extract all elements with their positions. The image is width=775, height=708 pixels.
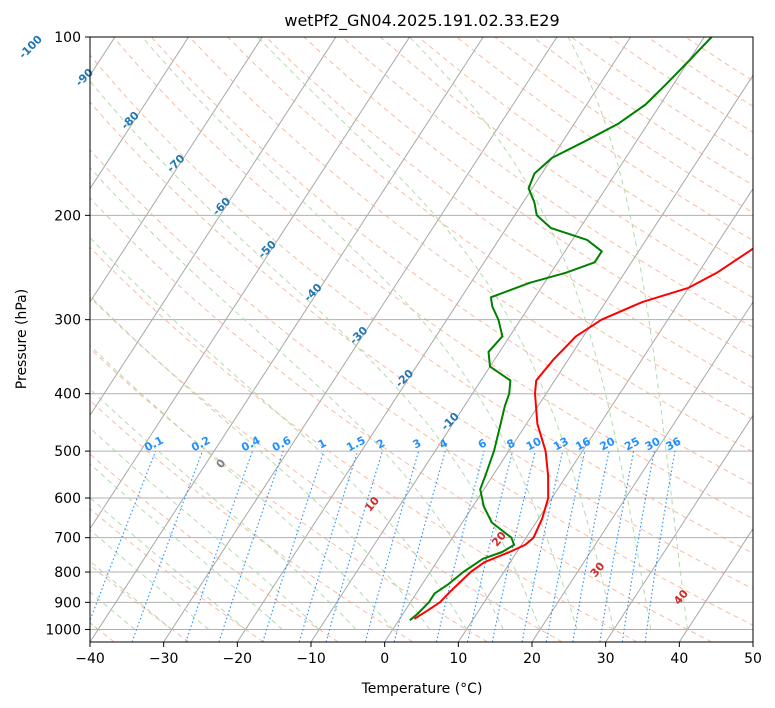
mixing-ratio-line: [435, 450, 485, 642]
dry-adiabat: [90, 399, 414, 642]
moist-adiabat: [90, 496, 246, 630]
isotherm-gridline: [90, 37, 190, 190]
isotherm-gridline: [457, 187, 753, 642]
mixing-ratio-label: 30: [643, 435, 663, 454]
isotherm-gridline: [384, 74, 753, 642]
dry-adiabat: [90, 197, 712, 642]
y-tick-label: 500: [54, 444, 81, 460]
moist-adiabat: [90, 529, 209, 630]
mixing-ratio-line: [364, 450, 420, 642]
isotherm-gridline: [752, 641, 753, 642]
mixing-ratio-label: 16: [573, 435, 593, 454]
mixing-ratio-line: [393, 450, 446, 642]
mixing-ratio-line: [185, 450, 254, 642]
y-axis-ticks: 100 200 300 400 500 600 700 800 900 1000: [45, 30, 90, 638]
dewpoint-profile-line: [409, 37, 713, 622]
temperature-profile-line: [413, 247, 753, 620]
mixing-ratio-line: [131, 450, 204, 642]
x-tick-label: 40: [670, 651, 688, 667]
isotherm-gridline: [605, 414, 753, 642]
y-tick-label: 200: [54, 208, 81, 224]
dry-adiabat: [90, 149, 753, 626]
moist-adiabat: [90, 560, 173, 630]
dry-adiabat: [189, 37, 753, 453]
isotherm-gridline: [163, 37, 558, 642]
isotherm-gridline: [90, 37, 484, 642]
mixing-ratio-line: [491, 450, 536, 642]
y-axis-label: Pressure (hPa): [14, 289, 30, 389]
x-axis-ticks: −40 −30 −20 −10 0 10 20 30 40 50: [75, 642, 762, 667]
y-tick-label: 400: [54, 387, 81, 403]
mixing-ratio-line: [644, 451, 676, 642]
x-tick-label: −20: [223, 651, 253, 667]
mixing-ratio-label: 20: [598, 435, 618, 454]
isotherm-gridline: [531, 301, 753, 642]
isotherm-gridline: [90, 37, 337, 417]
x-tick-label: 30: [597, 651, 615, 667]
moist-adiabat: [567, 37, 688, 630]
dry-adiabat: [112, 37, 753, 520]
x-axis-label: Temperature (°C): [361, 681, 483, 697]
moist-adiabat: [90, 295, 431, 630]
dry-adiabat: [90, 246, 638, 642]
x-tick-label: 10: [449, 651, 467, 667]
mixing-ratio-line: [325, 450, 383, 642]
mixing-ratio-label: 13: [551, 435, 571, 454]
isotherm-label: -100: [16, 33, 45, 62]
mixing-ratio-label: 25: [622, 435, 642, 454]
background-lines: [90, 37, 753, 642]
moist-adiabat: [90, 236, 467, 630]
moist-adiabat: [90, 344, 394, 630]
dry-adiabat: [90, 54, 753, 554]
y-tick-label: 1000: [45, 622, 81, 638]
x-tick-label: 0: [380, 651, 389, 667]
moist-adiabat: [141, 37, 578, 630]
dry-adiabat: [265, 37, 753, 389]
isotherm-gridline: [90, 37, 263, 303]
plot-area: [90, 37, 753, 642]
y-tick-label: 700: [54, 531, 81, 547]
moist-adiabat: [90, 166, 504, 630]
dry-adiabat: [90, 347, 488, 642]
mixing-ratio-line: [90, 450, 157, 622]
dry-adiabat: [90, 508, 264, 642]
x-tick-label: 50: [744, 651, 762, 667]
y-tick-label: 800: [54, 565, 81, 581]
y-tick-label: 300: [54, 313, 81, 329]
plot-frame: [89, 36, 754, 643]
y-tick-label: 600: [54, 491, 81, 507]
isotherm-gridline: [90, 37, 411, 530]
moist-adiabat: [409, 37, 652, 630]
x-tick-label: 20: [523, 651, 541, 667]
moist-adiabat: [90, 80, 541, 630]
mixing-ratio-label: 36: [664, 435, 684, 454]
isotherm-gridline: [236, 37, 632, 642]
mixing-ratio-line: [262, 450, 325, 642]
y-tick-label: 900: [54, 595, 81, 611]
dry-adiabat: [90, 296, 563, 642]
moist-adiabat: [90, 463, 283, 630]
x-tick-label: −40: [75, 651, 105, 667]
mixing-ratio-line: [466, 450, 514, 642]
series-layer: [409, 37, 753, 622]
x-tick-label: −30: [149, 651, 179, 667]
mixing-ratio-line: [218, 450, 284, 642]
chart-title: wetPf2_GN04.2025.191.02.33.E29: [284, 11, 559, 31]
mixing-ratio-line: [298, 450, 359, 642]
dry-adiabat: [341, 37, 753, 328]
mixing-ratio-label: 10: [524, 435, 544, 454]
y-tick-label: 100: [54, 30, 81, 46]
isotherm-gridline: [678, 527, 753, 642]
moist-adiabat: [90, 388, 357, 630]
x-tick-label: −10: [296, 651, 326, 667]
